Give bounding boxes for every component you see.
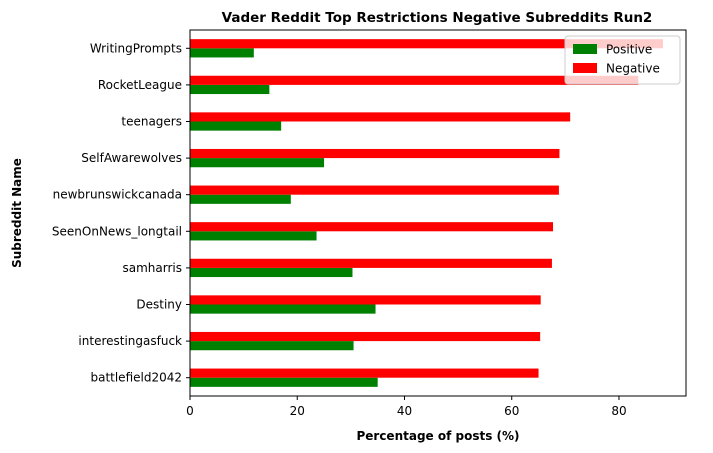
bar-negative-interestingasfuck [190, 331, 541, 342]
bar-negative-destiny [190, 295, 541, 305]
y-axis-title: Subreddit Name [10, 158, 24, 268]
y-tick-label: SelfAwarewolves [81, 151, 182, 165]
y-axis: battlefield2042 interestingasfuck Destiny s… [52, 41, 190, 385]
bar-positive-writingprompts [190, 48, 254, 58]
bar-negative-samharris [190, 258, 552, 268]
bar-negative-battlefield2042 [190, 368, 539, 378]
legend-label-positive: Positive [606, 43, 652, 57]
y-tick-label: interestingasfuck [78, 334, 182, 348]
bar-negative-teenagers [190, 112, 571, 122]
bar-positive-newbrunswickcanada [190, 194, 291, 204]
y-tick-label: samharris [123, 261, 183, 275]
bar-positive-destiny [190, 304, 376, 314]
bar-positive-samharris [190, 267, 353, 278]
bar-positive-interestingasfuck [190, 341, 354, 351]
bars-group [190, 39, 663, 387]
y-tick-label: SeenOnNews_longtail [52, 224, 182, 238]
x-tick-label: 80 [611, 404, 626, 418]
legend-swatch-positive [573, 44, 597, 54]
x-tick-label: 60 [504, 404, 519, 418]
y-tick-label: WritingPrompts [90, 41, 182, 55]
y-tick-label: newbrunswickcanada [53, 188, 182, 202]
legend: Positive Negative [564, 35, 681, 85]
bar-negative-rocketleague [190, 75, 639, 85]
legend-label-negative: Negative [606, 62, 660, 76]
x-tick-label: 20 [290, 404, 305, 418]
y-tick-label: Destiny [136, 298, 182, 312]
y-tick-label: teenagers [121, 115, 182, 129]
plot-frame [189, 29, 687, 397]
legend-swatch-negative [573, 63, 597, 73]
y-tick-label: RocketLeague [98, 78, 182, 92]
bar-positive-rocketleague [190, 84, 270, 95]
x-tick-label: 0 [186, 404, 194, 418]
bar-negative-selfawarewolves [190, 148, 560, 159]
chart-title: Vader Reddit Top Restrictions Negative S… [222, 10, 653, 26]
bar-negative-writingprompts [190, 39, 663, 49]
bar-positive-seenonnews_longtail [190, 231, 317, 241]
x-axis: 0 20 40 60 80 [186, 396, 627, 418]
bar-positive-selfawarewolves [190, 158, 325, 168]
y-tick-label: battlefield2042 [90, 371, 182, 385]
bar-negative-seenonnews_longtail [190, 222, 554, 232]
x-axis-title: Percentage of posts (%) [356, 429, 519, 443]
bar-positive-teenagers [190, 121, 282, 131]
bar-negative-newbrunswickcanada [190, 185, 559, 195]
bar-positive-battlefield2042 [190, 377, 378, 387]
x-tick-label: 40 [397, 404, 412, 418]
